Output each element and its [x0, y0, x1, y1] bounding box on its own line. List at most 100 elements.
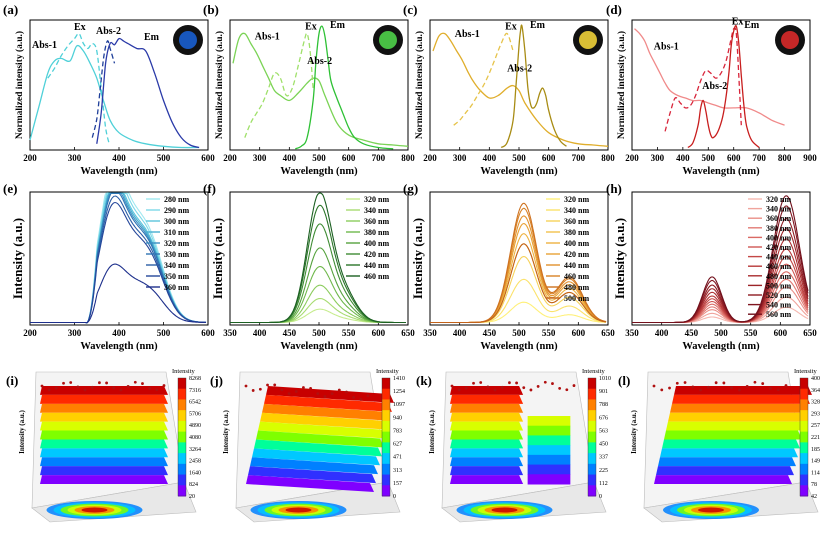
- series-line-abs-1: [634, 28, 785, 126]
- y-axis-label: Intensity (a.u.): [210, 218, 225, 299]
- data-point: [266, 383, 269, 387]
- annotation-ex: Ex: [305, 22, 317, 33]
- floor-contour: [698, 507, 724, 513]
- surface-band: [252, 448, 380, 466]
- surface-band: [248, 466, 376, 484]
- data-point: [515, 381, 518, 385]
- panel-b: (b) 200 300 400 500 600 700 800 Wavelength (nm) N…: [203, 2, 415, 177]
- surface-band: [527, 435, 571, 446]
- colorbar-segment: [382, 410, 390, 422]
- colorbar-tick-label: 3264: [189, 447, 201, 453]
- surface-band: [527, 416, 571, 427]
- colorbar-segment: [800, 463, 808, 476]
- data-point: [323, 395, 327, 398]
- legend-label: 540 nm: [766, 301, 791, 310]
- x-tick-label: 700: [372, 153, 386, 163]
- colorbar-segment: [800, 453, 808, 465]
- data-point: [464, 386, 468, 390]
- data-point: [76, 385, 80, 389]
- colorbar-segment: [178, 378, 186, 390]
- colorbar-segment: [178, 453, 186, 465]
- data-point: [273, 383, 277, 387]
- colorbar-segment: [588, 442, 596, 454]
- data-point: [683, 381, 687, 384]
- z-axis-label: Intensity (a.u.): [428, 409, 436, 453]
- surface-band: [672, 394, 810, 404]
- x-axis-label: Wavelength (nm): [480, 341, 558, 352]
- colorbar-segment: [800, 378, 808, 390]
- x-tick-label: 500: [714, 328, 728, 338]
- colorbar-segment: [382, 474, 390, 486]
- inset-photo-glow: [579, 31, 597, 49]
- series-line: [230, 308, 406, 324]
- series-line-abs-2: [91, 40, 116, 138]
- x-axis-label: Wavelength (nm): [682, 166, 760, 177]
- legend-label: 460 nm: [766, 262, 791, 271]
- x-tick-label: 600: [201, 328, 215, 338]
- surface-band: [254, 439, 382, 457]
- colorbar-tick-label: 1010: [599, 376, 611, 382]
- data-point: [155, 388, 159, 392]
- annotation-ex: Ex: [732, 17, 744, 28]
- colorbar-tick-label: 114: [811, 470, 820, 476]
- x-tick-label: 700: [572, 153, 586, 163]
- x-tick-label: 300: [68, 328, 82, 338]
- x-tick-label: 400: [676, 153, 690, 163]
- legend-label: 340 nm: [164, 261, 189, 270]
- panel-letter: (k): [416, 373, 432, 388]
- series-line-ex: [47, 32, 110, 144]
- data-point: [652, 384, 656, 388]
- x-axis-label: Wavelength (nm): [682, 341, 760, 352]
- y-axis-label: Intensity (a.u.): [10, 218, 25, 299]
- colorbar-segment: [178, 442, 186, 454]
- colorbar-tick-label: 78: [811, 482, 817, 488]
- surface-band: [670, 403, 808, 413]
- colorbar-title: Intensity: [582, 368, 605, 375]
- x-tick-label: 900: [803, 153, 817, 163]
- series-line-ex: [244, 32, 314, 138]
- data-point: [761, 382, 765, 385]
- surface-band: [40, 475, 168, 484]
- colorbar-segment: [800, 485, 808, 497]
- data-point: [287, 392, 291, 395]
- z-axis-label: Intensity (a.u.): [630, 409, 638, 453]
- data-point: [83, 388, 87, 392]
- x-tick-label: 500: [312, 153, 326, 163]
- data-point: [660, 388, 664, 392]
- series-line: [30, 263, 206, 324]
- data-point: [280, 388, 284, 392]
- colorbar-segment: [382, 463, 390, 476]
- colorbar-tick-label: 8268: [189, 376, 201, 382]
- legend-label: 420 nm: [364, 250, 389, 259]
- x-tick-label: 600: [727, 153, 741, 163]
- data-point: [753, 380, 757, 384]
- surface-band: [262, 403, 390, 421]
- data-point: [98, 381, 101, 385]
- data-point: [251, 389, 255, 392]
- colorbar-tick-label: 364: [811, 388, 820, 394]
- panel-letter: (i): [6, 373, 18, 388]
- legend-label: 300 nm: [164, 217, 189, 226]
- x-axis-label: Wavelength (nm): [280, 341, 358, 352]
- surface-band: [527, 425, 571, 436]
- colorbar-tick-label: 7316: [189, 388, 201, 394]
- legend-label: 400 nm: [766, 233, 791, 242]
- colorbar-segment: [588, 410, 596, 422]
- series-line: [230, 192, 406, 324]
- x-tick-label: 650: [803, 328, 817, 338]
- colorbar-tick-label: 0: [393, 494, 396, 500]
- panel-d: (d) 200 300 400 500 600 700 800 900 Wavelength (n…: [606, 2, 817, 177]
- surface-band: [40, 466, 168, 476]
- x-tick-label: 500: [312, 328, 326, 338]
- colorbar-segment: [800, 431, 808, 443]
- colorbar-frame: [381, 377, 391, 497]
- x-tick-label: 600: [342, 153, 356, 163]
- x-tick-label: 800: [401, 153, 415, 163]
- colorbar-segment: [382, 399, 390, 411]
- surface-band: [258, 421, 386, 439]
- surface-band: [450, 403, 524, 413]
- legend-label: 360 nm: [564, 217, 589, 226]
